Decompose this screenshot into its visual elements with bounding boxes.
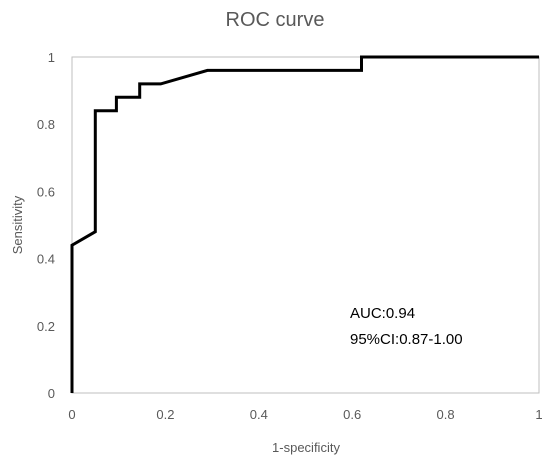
plot-area-border	[71, 56, 540, 394]
x-tick-label: 1	[535, 407, 542, 422]
chart-title: ROC curve	[226, 9, 325, 31]
y-axis-label: Sensitivity	[10, 195, 25, 254]
x-axis-label: 1-specificity	[272, 440, 340, 455]
x-tick-label: 0	[68, 407, 75, 422]
y-tick-label: 0	[48, 386, 55, 401]
x-tick-label: 0.2	[156, 407, 174, 422]
roc-curve-line	[70, 55, 539, 393]
y-axis-ticks: 0 0.2 0.4 0.6 0.8 1	[37, 50, 55, 401]
y-tick-label: 0.8	[37, 117, 55, 132]
y-tick-label: 0.2	[37, 319, 55, 334]
x-axis-ticks: 0 0.2 0.4 0.6 0.8 1	[68, 407, 542, 422]
y-tick-label: 0.6	[37, 184, 55, 199]
ci-annotation: 95%CI:0.87-1.00	[350, 331, 463, 348]
x-tick-label: 0.4	[250, 407, 268, 422]
x-tick-label: 0.6	[343, 407, 361, 422]
x-tick-label: 0.8	[437, 407, 455, 422]
y-tick-label: 0.4	[37, 252, 55, 267]
y-tick-label: 1	[48, 50, 55, 65]
auc-annotation: AUC:0.94	[350, 305, 415, 322]
